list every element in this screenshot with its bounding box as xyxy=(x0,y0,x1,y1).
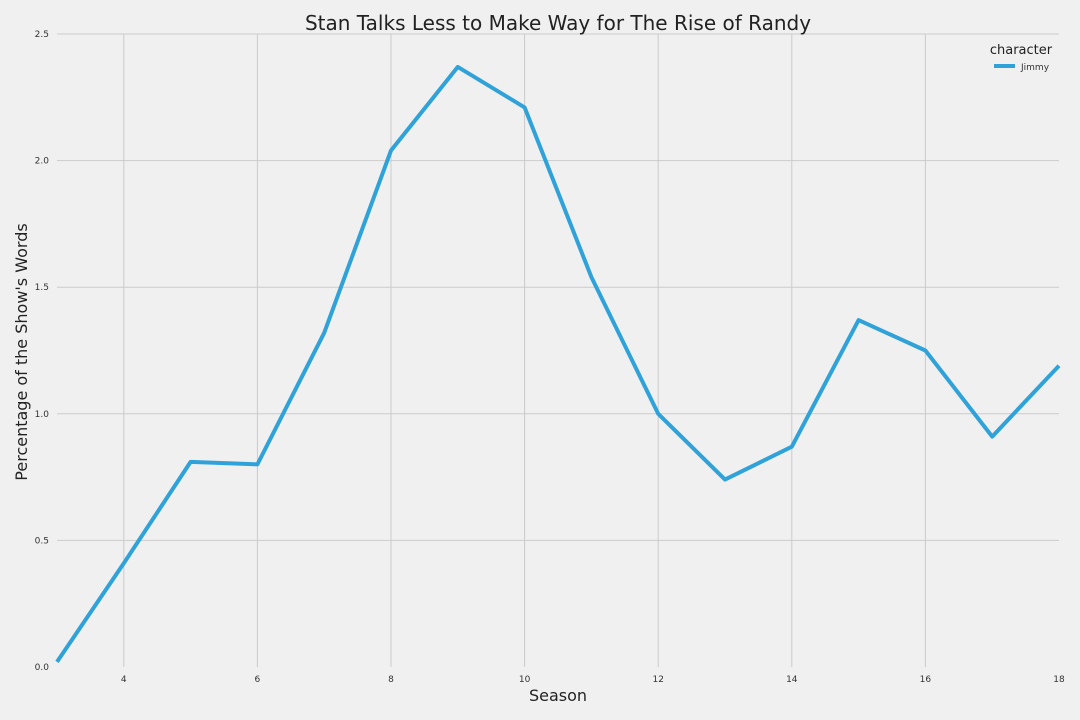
x-axis-title: Season xyxy=(529,686,587,705)
series-lines xyxy=(55,64,1061,664)
x-tick-label: 4 xyxy=(121,675,127,685)
chart-title: Stan Talks Less to Make Way for The Rise… xyxy=(305,11,811,35)
x-tick-label: 16 xyxy=(920,675,932,685)
y-tick-label: 0.0 xyxy=(35,663,50,673)
x-tick-label: 18 xyxy=(1053,675,1065,685)
legend: character Jimmy xyxy=(990,43,1053,73)
y-tick-labels: 0.0 0.5 1.0 1.5 2.0 2.5 xyxy=(35,30,50,673)
legend-title: character xyxy=(990,43,1053,58)
y-axis-title: Percentage of the Show's Words xyxy=(12,223,31,480)
gridlines xyxy=(57,33,1059,667)
x-tick-label: 12 xyxy=(652,675,663,685)
y-tick-label: 2.5 xyxy=(35,30,49,40)
x-tick-label: 14 xyxy=(786,675,798,685)
x-tick-label: 8 xyxy=(388,675,394,685)
y-tick-label: 2.0 xyxy=(35,157,50,167)
x-tick-labels: 4 6 8 10 12 14 16 18 xyxy=(121,675,1065,685)
x-tick-label: 10 xyxy=(519,675,531,685)
x-tick-label: 6 xyxy=(255,675,261,685)
legend-label: Jimmy xyxy=(1020,63,1050,73)
y-tick-label: 1.0 xyxy=(35,410,50,420)
y-tick-label: 1.5 xyxy=(35,283,49,293)
series-line-jimmy xyxy=(55,64,1061,664)
y-tick-label: 0.5 xyxy=(35,536,49,546)
